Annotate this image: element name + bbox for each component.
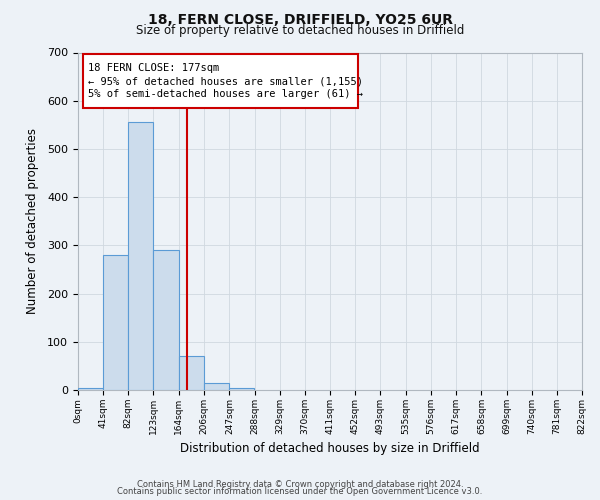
Bar xyxy=(78,388,103,390)
Text: Contains HM Land Registry data © Crown copyright and database right 2024.: Contains HM Land Registry data © Crown c… xyxy=(137,480,463,489)
FancyBboxPatch shape xyxy=(83,54,358,108)
Bar xyxy=(203,383,229,390)
Text: 18, FERN CLOSE, DRIFFIELD, YO25 6UR: 18, FERN CLOSE, DRIFFIELD, YO25 6UR xyxy=(148,12,452,26)
Bar xyxy=(154,250,179,390)
Bar xyxy=(229,388,254,390)
Text: 18 FERN CLOSE: 177sqm
← 95% of detached houses are smaller (1,155)
5% of semi-de: 18 FERN CLOSE: 177sqm ← 95% of detached … xyxy=(88,63,363,100)
Bar xyxy=(128,122,154,390)
X-axis label: Distribution of detached houses by size in Driffield: Distribution of detached houses by size … xyxy=(180,442,480,456)
Y-axis label: Number of detached properties: Number of detached properties xyxy=(26,128,39,314)
Text: Contains public sector information licensed under the Open Government Licence v3: Contains public sector information licen… xyxy=(118,488,482,496)
Text: Size of property relative to detached houses in Driffield: Size of property relative to detached ho… xyxy=(136,24,464,37)
Bar xyxy=(179,356,203,390)
Bar xyxy=(103,255,128,390)
